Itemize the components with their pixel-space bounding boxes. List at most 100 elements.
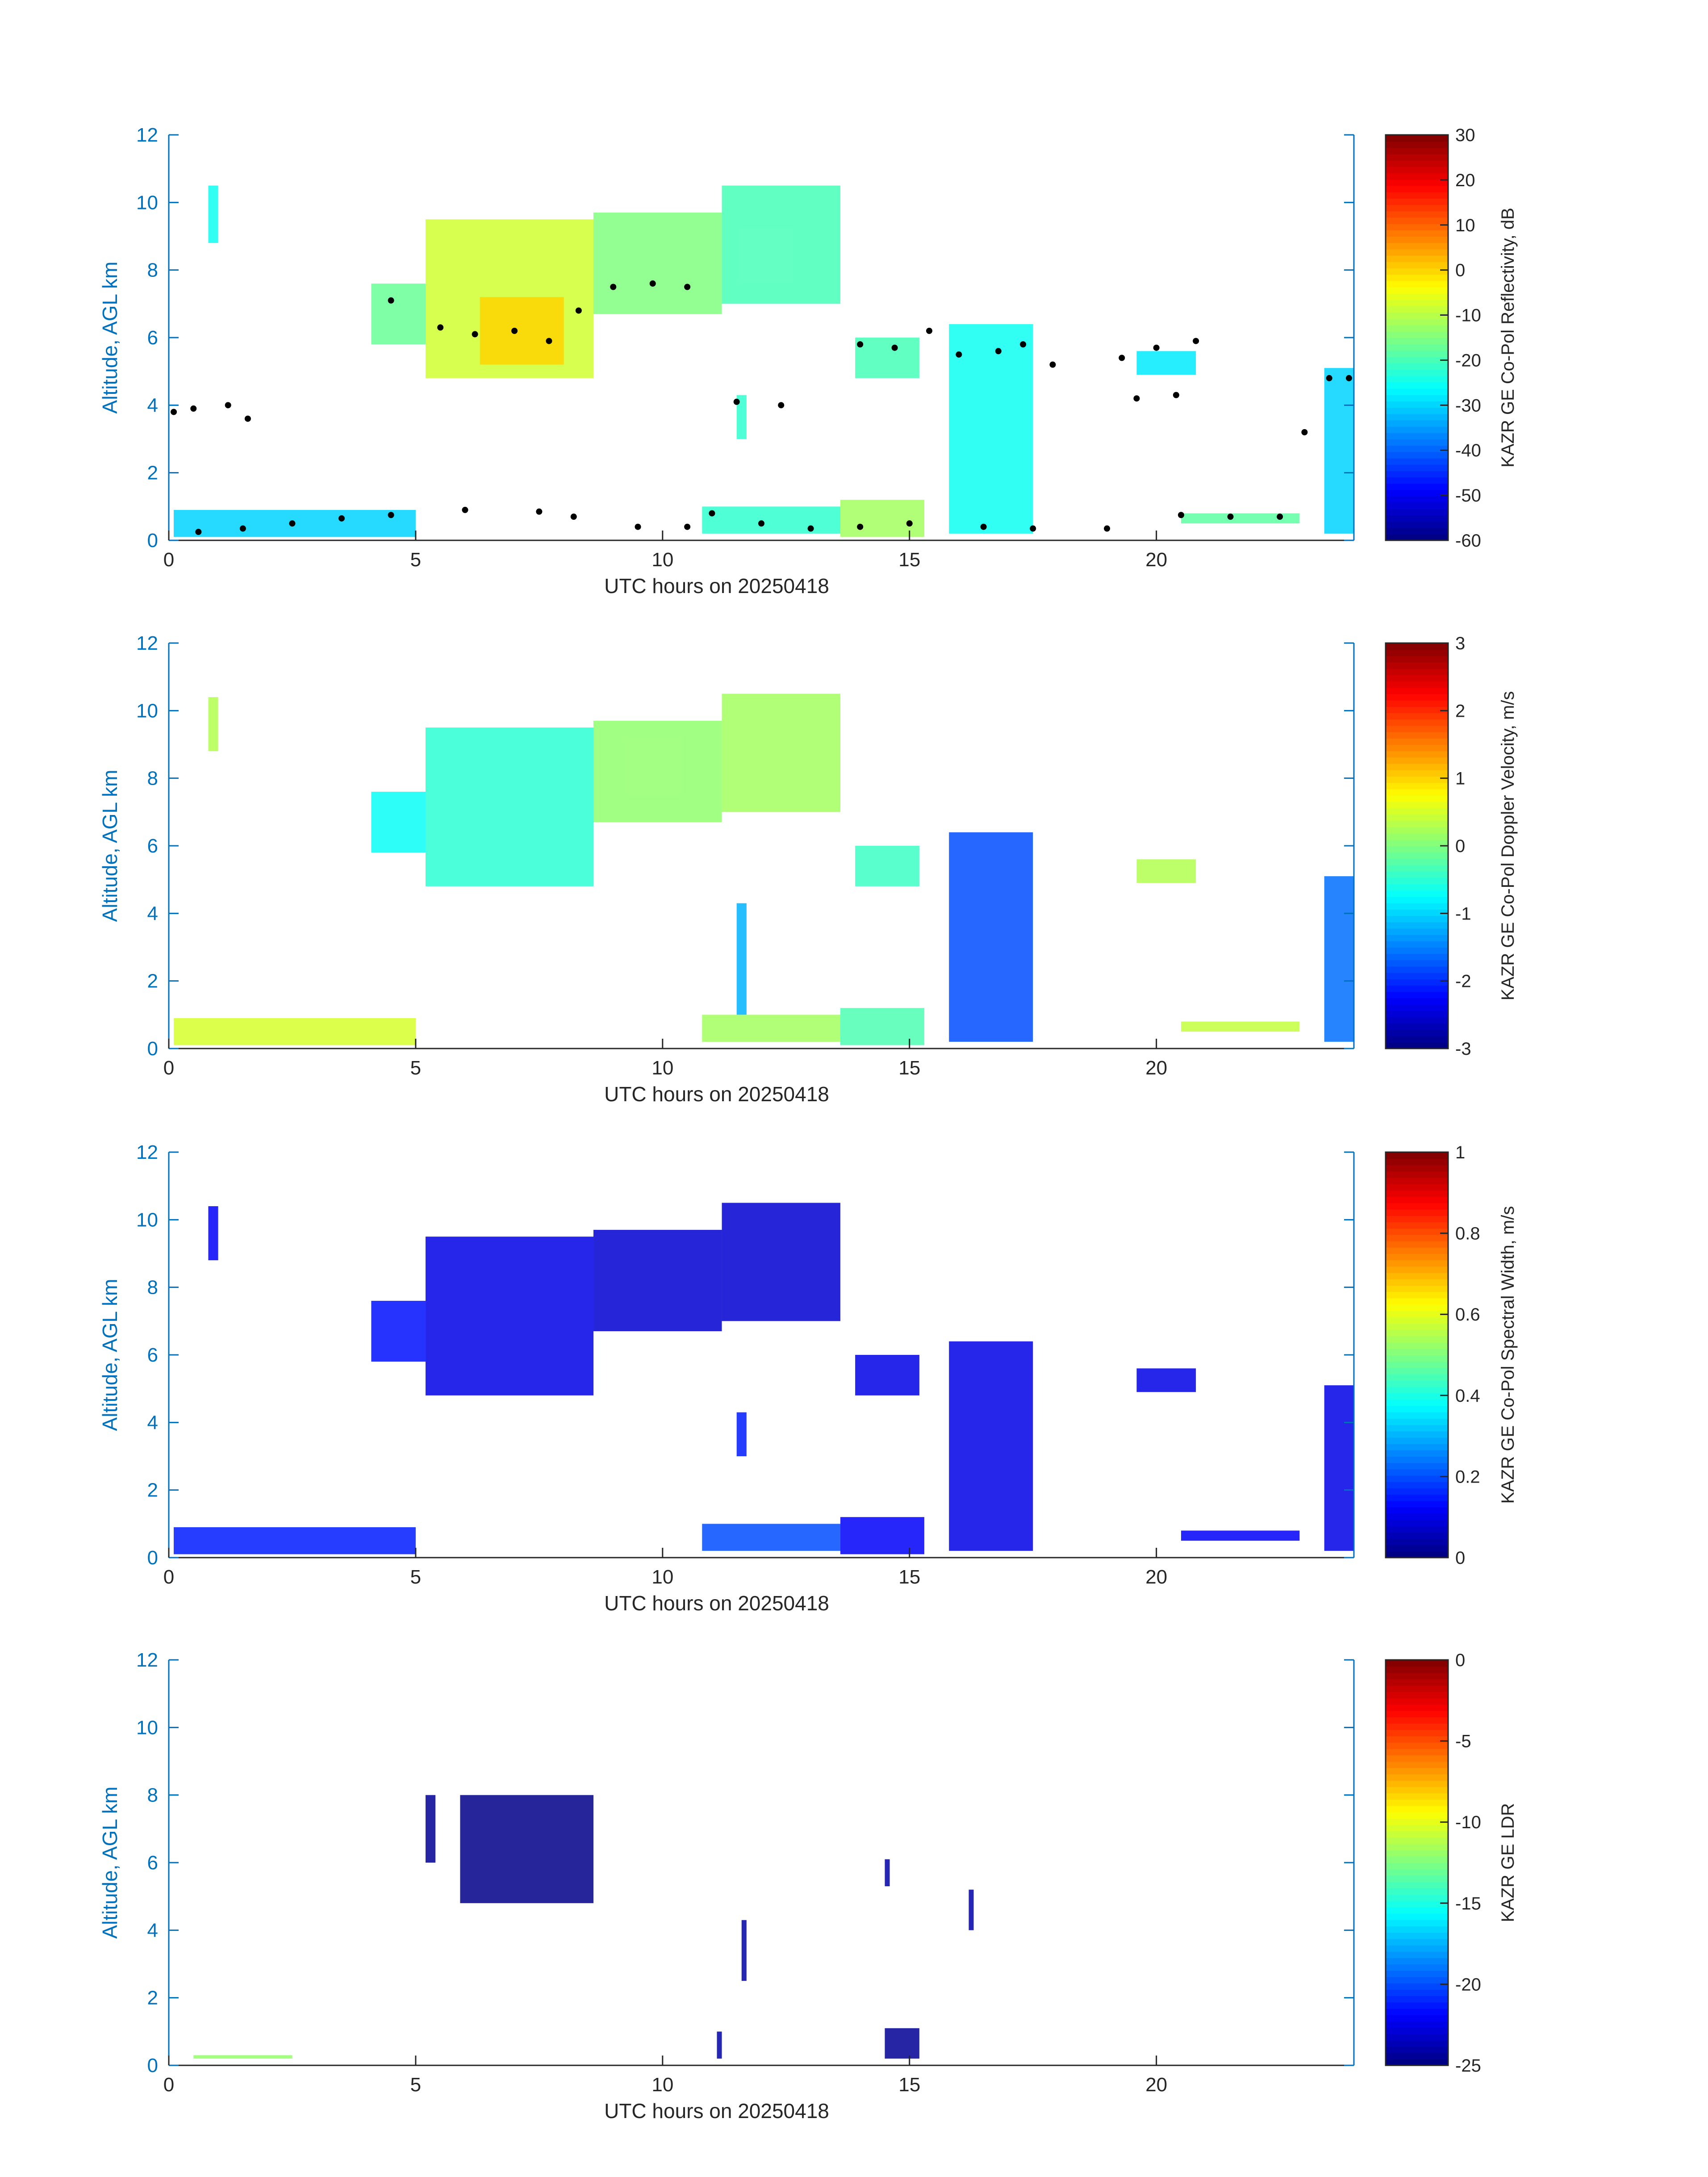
y-tick-label: 2 xyxy=(147,462,158,484)
colorbar-step xyxy=(1386,527,1448,535)
colorbar-step xyxy=(1386,394,1448,401)
colorbar-frame xyxy=(1385,134,1449,541)
colorbar-step xyxy=(1386,534,1448,541)
y-tick-label: 12 xyxy=(136,124,158,146)
colorbar-step xyxy=(1386,1538,1448,1546)
echo-top-marker xyxy=(733,398,740,405)
echo-region xyxy=(1181,1021,1300,1032)
x-tick-label: 10 xyxy=(651,1057,673,1079)
echo-top-marker xyxy=(171,409,177,415)
colorbar-step xyxy=(1386,903,1448,910)
plot-area xyxy=(169,1660,1354,2065)
colorbar-step xyxy=(1386,1004,1448,1011)
colorbar-step xyxy=(1386,267,1448,275)
colorbar-step xyxy=(1386,1285,1448,1292)
colorbar-step xyxy=(1386,1374,1448,1381)
echo-top-marker xyxy=(472,331,478,338)
colorbar-step xyxy=(1386,1298,1448,1305)
colorbar-step xyxy=(1386,1786,1448,1793)
colorbar-step xyxy=(1386,1901,1448,1908)
x-tick-label: 5 xyxy=(410,1566,421,1588)
colorbar-step xyxy=(1386,776,1448,783)
echo-region xyxy=(1324,368,1354,534)
colorbar-step xyxy=(1386,694,1448,701)
colorbar-step xyxy=(1386,1469,1448,1476)
colorbar-step xyxy=(1386,502,1448,510)
echo-region xyxy=(371,283,426,345)
colorbar-step xyxy=(1386,1799,1448,1806)
colorbar-step xyxy=(1386,356,1448,364)
colorbar-step xyxy=(1386,751,1448,758)
colorbar-step xyxy=(1386,1742,1448,1749)
x-tick-label: 20 xyxy=(1145,1057,1167,1079)
colorbar-step xyxy=(1386,1748,1448,1755)
colorbar-step xyxy=(1386,401,1448,408)
colorbar-step xyxy=(1386,1488,1448,1495)
echo-top-marker xyxy=(1153,344,1160,351)
colorbar-step xyxy=(1386,1380,1448,1387)
colorbar-step xyxy=(1386,344,1448,351)
colorbar-tick-label: -10 xyxy=(1455,1813,1481,1832)
x-axis-label: UTC hours on 20250418 xyxy=(604,1082,829,1106)
echo-region xyxy=(885,1859,890,1886)
x-tick-label: 20 xyxy=(1145,2074,1167,2096)
colorbar-step xyxy=(1386,1412,1448,1419)
echo-region xyxy=(1324,876,1354,1042)
colorbar-step xyxy=(1386,325,1448,332)
colorbar-step xyxy=(1386,1158,1448,1166)
echo-region xyxy=(1136,859,1196,883)
colorbar-step xyxy=(1386,991,1448,999)
colorbar-step xyxy=(1386,255,1448,262)
echo-region xyxy=(702,506,840,534)
colorbar-step xyxy=(1386,299,1448,307)
echo-region xyxy=(840,1008,924,1045)
colorbar-step xyxy=(1386,1336,1448,1343)
colorbar-step xyxy=(1386,2027,1448,2035)
colorbar-step xyxy=(1386,1386,1448,1394)
colorbar-step xyxy=(1386,1780,1448,1787)
colorbar-step xyxy=(1386,738,1448,745)
colorbar-step xyxy=(1386,928,1448,935)
colorbar-step xyxy=(1386,1995,1448,2003)
colorbar-step xyxy=(1386,1551,1448,1558)
colorbar-tick-label: 0.4 xyxy=(1455,1386,1480,1406)
colorbar-step xyxy=(1386,960,1448,967)
y-tick-label: 6 xyxy=(147,1344,158,1366)
colorbar-step xyxy=(1386,249,1448,256)
colorbar-step xyxy=(1386,1939,1448,1946)
x-tick-label: 10 xyxy=(651,2074,673,2096)
colorbar-step xyxy=(1386,719,1448,726)
colorbar-label: KAZR GE LDR xyxy=(1498,1803,1518,1922)
colorbar-step xyxy=(1386,1983,1448,1990)
echo-region xyxy=(193,2055,292,2059)
colorbar-tick-label: 10 xyxy=(1455,216,1475,235)
echo-region xyxy=(722,185,840,304)
colorbar-step xyxy=(1386,820,1448,827)
y-tick-label: 4 xyxy=(147,903,158,924)
colorbar-tick-label: 0.8 xyxy=(1455,1224,1480,1244)
colorbar-step xyxy=(1386,1036,1448,1043)
cloud-base-marker xyxy=(709,510,715,517)
colorbar-step xyxy=(1386,173,1448,180)
colorbar-step xyxy=(1386,407,1448,414)
colorbar-step xyxy=(1386,1837,1448,1844)
colorbar-step xyxy=(1386,1532,1448,1539)
echo-top-marker xyxy=(1119,355,1125,361)
colorbar-label: KAZR GE Co-Pol Doppler Velocity, m/s xyxy=(1498,691,1518,1001)
x-axis-label: UTC hours on 20250418 xyxy=(604,1592,829,1615)
colorbar-step xyxy=(1386,1768,1448,1775)
colorbar-step xyxy=(1386,1165,1448,1172)
echo-top-marker xyxy=(956,351,962,358)
colorbar-step xyxy=(1386,1241,1448,1248)
colorbar-step xyxy=(1386,1450,1448,1457)
colorbar-step xyxy=(1386,515,1448,522)
colorbar-step xyxy=(1386,230,1448,237)
colorbar-step xyxy=(1386,1456,1448,1463)
colorbar-step xyxy=(1386,1462,1448,1470)
echo-region xyxy=(949,832,1033,1042)
colorbar-step xyxy=(1386,1304,1448,1311)
echo-region xyxy=(741,1920,747,1981)
colorbar-step xyxy=(1386,1355,1448,1362)
echo-region xyxy=(736,1412,747,1456)
colorbar-step xyxy=(1386,1431,1448,1438)
